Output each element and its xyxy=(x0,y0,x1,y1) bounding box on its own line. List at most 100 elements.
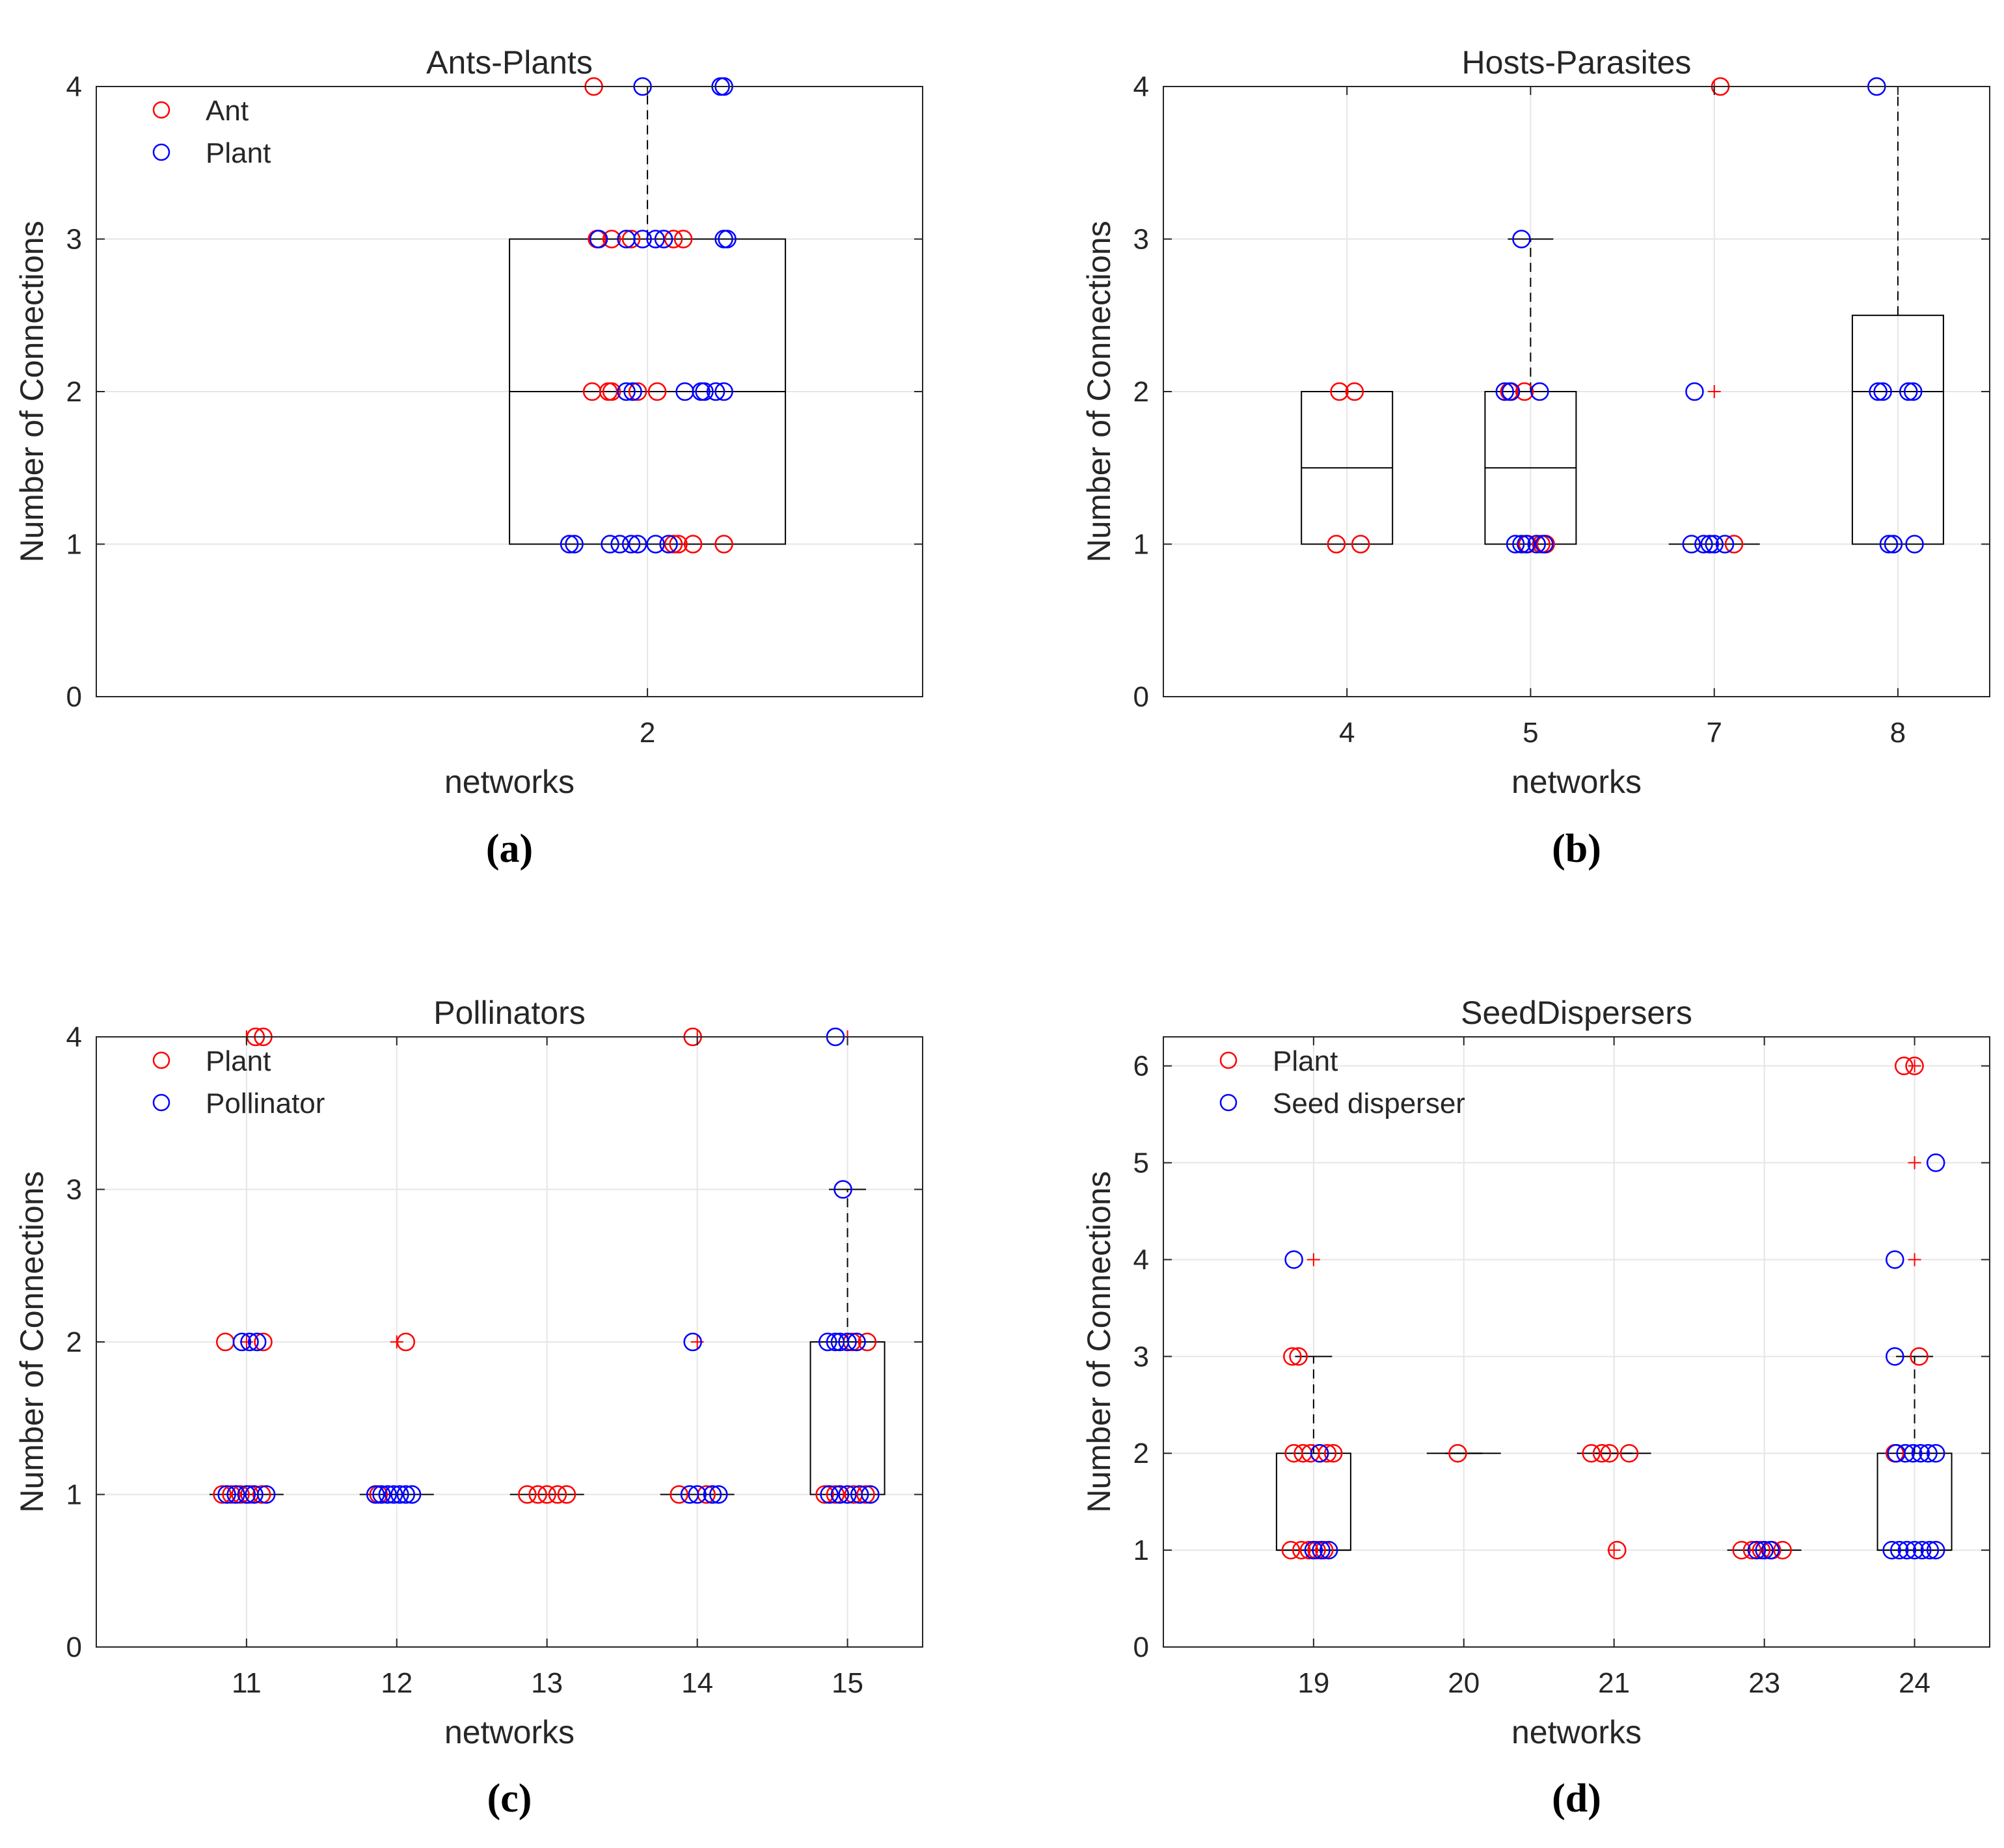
data-point xyxy=(714,382,733,401)
y-tick-label: 5 xyxy=(1133,1147,1149,1179)
legend-label: Plant xyxy=(1273,1045,1338,1077)
data-point xyxy=(838,1332,857,1352)
y-tick-label: 2 xyxy=(1133,1438,1149,1469)
data-point xyxy=(1289,1347,1308,1366)
x-tick-label: 14 xyxy=(681,1667,713,1699)
y-tick-label: 6 xyxy=(1133,1051,1149,1082)
data-point xyxy=(1284,1250,1303,1269)
panel-caption: (a) xyxy=(486,827,533,871)
y-tick-label: 1 xyxy=(1133,529,1149,561)
chart-title: SeedDispersers xyxy=(1461,995,1692,1031)
x-tick-label: 7 xyxy=(1706,717,1722,749)
data-point xyxy=(1512,230,1531,248)
data-point xyxy=(680,1485,699,1504)
data-point xyxy=(628,535,647,554)
y-tick-label: 1 xyxy=(66,1479,82,1511)
data-point xyxy=(1873,382,1892,401)
data-point xyxy=(1506,535,1525,554)
legend: Plant Pollinator xyxy=(152,1045,325,1119)
data-point xyxy=(1319,1540,1338,1560)
axes-frame xyxy=(1163,1036,1990,1648)
data-point xyxy=(366,1485,385,1504)
data-point xyxy=(396,1485,416,1504)
outlier-marker xyxy=(1908,1253,1921,1266)
data-point xyxy=(1323,1443,1343,1463)
data-point xyxy=(706,382,725,401)
data-point xyxy=(1281,1540,1301,1560)
data-point xyxy=(1724,535,1744,554)
x-tick-label: 12 xyxy=(381,1667,413,1699)
chart-title: Ants-Plants xyxy=(426,44,593,81)
legend: Plant Seed disperser xyxy=(1219,1045,1465,1119)
data-point xyxy=(1592,1443,1612,1463)
data-point xyxy=(537,1485,556,1504)
panel-caption: (c) xyxy=(487,1776,532,1821)
legend-label: Plant xyxy=(206,1045,271,1077)
y-axis-label: Number of Connections xyxy=(14,221,50,562)
data-point xyxy=(664,535,683,554)
legend-label: Pollinator xyxy=(206,1088,325,1119)
x-tick-label: 21 xyxy=(1598,1667,1630,1699)
data-point xyxy=(1619,1443,1639,1463)
data-point xyxy=(1919,1443,1938,1463)
data-point xyxy=(1920,1540,1940,1560)
data-point xyxy=(718,230,737,248)
data-point xyxy=(1318,1443,1337,1463)
y-tick-label: 3 xyxy=(66,224,82,256)
data-point xyxy=(217,1485,236,1504)
data-point xyxy=(589,230,608,248)
legend-marker xyxy=(1219,1051,1238,1069)
data-point xyxy=(1926,1443,1945,1463)
data-point xyxy=(565,535,584,554)
data-point xyxy=(670,1485,688,1504)
data-point xyxy=(1886,1250,1904,1269)
plot-area xyxy=(1163,1037,1990,1647)
data-point xyxy=(1501,382,1521,401)
data-point xyxy=(256,1485,276,1504)
data-point xyxy=(1911,1443,1930,1463)
data-point xyxy=(1912,1540,1932,1560)
x-tick-label: 24 xyxy=(1899,1667,1930,1699)
data-point xyxy=(654,230,673,248)
y-tick-label: 1 xyxy=(66,529,82,561)
data-point xyxy=(1515,382,1534,401)
x-axis-label: networks xyxy=(1511,764,1642,800)
data-point xyxy=(820,1485,839,1504)
outlier-marker xyxy=(1607,1544,1621,1557)
data-point xyxy=(247,1332,267,1352)
data-point xyxy=(1926,1540,1945,1560)
data-point xyxy=(1869,382,1888,401)
data-point xyxy=(688,1485,707,1504)
y-tick-label: 4 xyxy=(66,71,82,103)
y-tick-label: 2 xyxy=(66,376,82,408)
data-point xyxy=(623,382,642,401)
x-tick-label: 8 xyxy=(1890,717,1906,749)
data-point xyxy=(1345,382,1364,401)
data-point xyxy=(1926,1153,1945,1172)
data-point xyxy=(1535,535,1554,554)
data-point xyxy=(232,1332,252,1352)
data-point xyxy=(646,230,665,248)
data-point xyxy=(557,1485,576,1504)
data-point xyxy=(621,230,641,248)
chart-title: Pollinators xyxy=(433,995,585,1031)
data-point xyxy=(819,1332,837,1352)
data-point xyxy=(254,1332,273,1352)
y-tick-label: 0 xyxy=(1133,681,1149,713)
data-point xyxy=(683,535,703,554)
chart-panel-1: 0 1 2 3 4 2 Ants-Plants networks Number of Conne… xyxy=(14,44,923,871)
data-point xyxy=(1327,535,1346,554)
legend-marker xyxy=(152,143,170,161)
data-point xyxy=(602,230,621,248)
data-point xyxy=(560,535,579,554)
legend-label: Seed disperser xyxy=(1273,1088,1465,1119)
data-point xyxy=(1351,535,1370,554)
x-tick-label: 5 xyxy=(1523,717,1538,749)
data-point xyxy=(1905,1056,1924,1075)
data-point xyxy=(213,1485,232,1504)
data-point xyxy=(1886,1347,1904,1366)
data-point xyxy=(1761,1540,1780,1560)
box-plot-15 xyxy=(809,1030,886,1495)
x-tick-label: 19 xyxy=(1297,1667,1329,1699)
data-point xyxy=(240,1332,259,1352)
